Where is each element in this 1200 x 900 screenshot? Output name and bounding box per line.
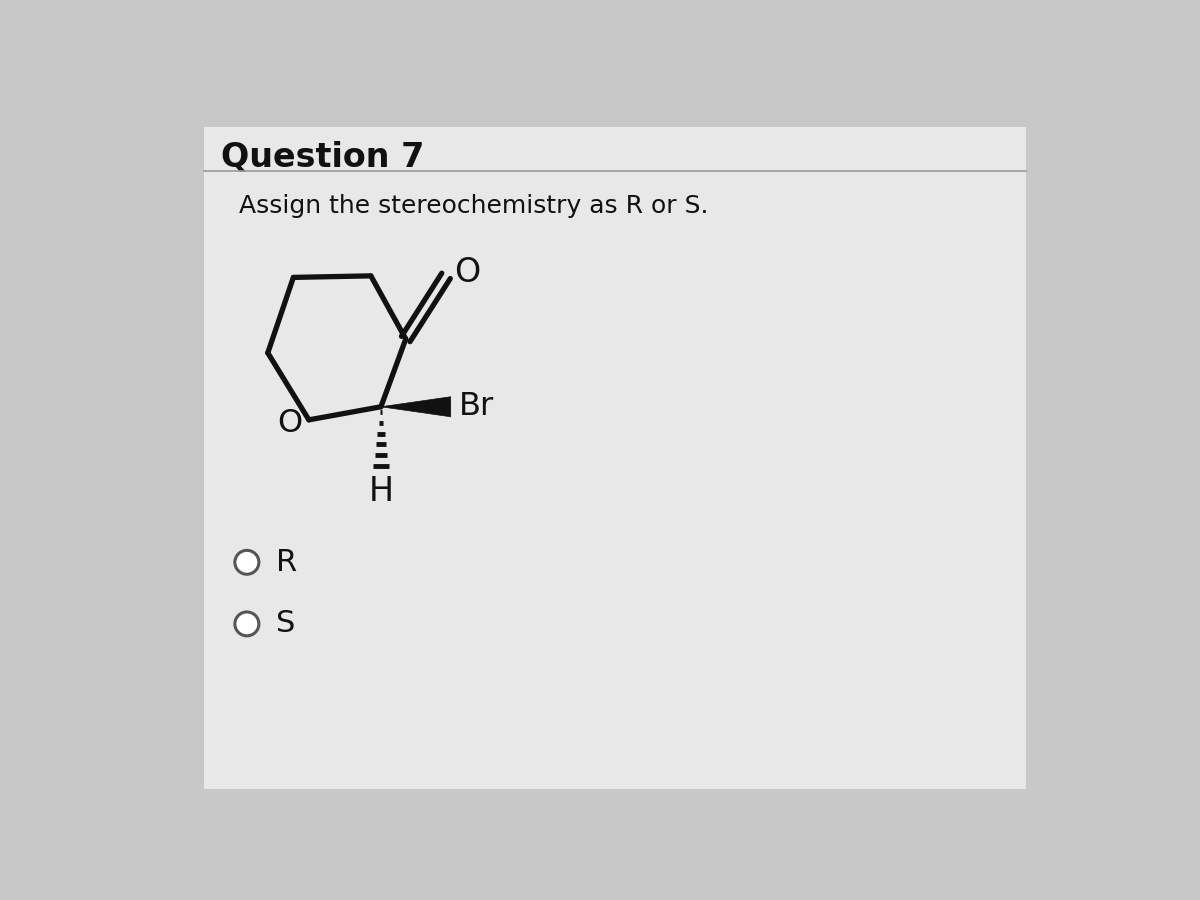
Polygon shape (380, 397, 451, 417)
Text: Question 7: Question 7 (221, 140, 425, 174)
Circle shape (235, 551, 259, 574)
Text: S: S (276, 609, 295, 638)
Text: Assign the stereochemistry as R or S.: Assign the stereochemistry as R or S. (239, 194, 709, 218)
Text: R: R (276, 548, 298, 577)
Text: O: O (277, 409, 302, 439)
FancyBboxPatch shape (204, 127, 1026, 789)
Text: H: H (368, 475, 394, 508)
Text: O: O (454, 256, 480, 289)
Circle shape (235, 612, 259, 635)
Text: Br: Br (458, 392, 493, 422)
